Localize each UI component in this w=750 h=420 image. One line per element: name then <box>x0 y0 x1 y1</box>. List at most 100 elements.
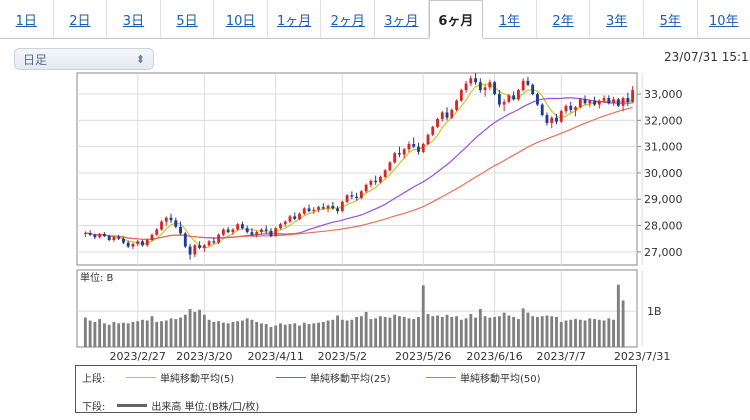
candle-body-14 <box>150 234 154 241</box>
candle-16 <box>160 220 163 231</box>
candle-body-5 <box>107 236 111 241</box>
volume-bar-92 <box>521 308 525 347</box>
volume-bar-14 <box>150 316 154 347</box>
candle-body-12 <box>141 241 144 246</box>
candle-109 <box>602 95 606 104</box>
candle-91 <box>516 88 520 101</box>
candle-24 <box>198 241 202 250</box>
candle-65 <box>393 151 397 164</box>
candle-body-21 <box>183 233 187 247</box>
interval-select-value: 日足 <box>23 52 48 67</box>
volume-bar-80 <box>464 318 468 347</box>
volume-bar-23 <box>193 311 197 347</box>
tab-4[interactable]: 10日 <box>214 0 268 38</box>
volume-bar-87 <box>497 316 501 347</box>
volume-bar-57 <box>355 316 359 347</box>
candle-body-53 <box>336 208 340 212</box>
candle-body-77 <box>450 109 454 118</box>
volume-bar-21 <box>183 314 187 347</box>
candle-body-84 <box>483 87 487 91</box>
candle-114 <box>626 92 630 106</box>
volume-bar-44 <box>293 323 297 347</box>
volume-bar-40 <box>274 325 278 347</box>
candle-39 <box>269 228 273 238</box>
x-tick-label-5: 2023/6/16 <box>466 350 522 363</box>
volume-bar-66 <box>398 316 401 347</box>
candle-body-86 <box>493 82 497 95</box>
volume-bar-73 <box>431 316 435 347</box>
y-tick-label-5: 32,000 <box>644 114 683 127</box>
chart-legend: 上段: 単純移動平均(5) 単純移動平均(25) 単純移動平均(50) 下段: 出来… <box>75 365 637 413</box>
volume-bar-106 <box>588 318 592 347</box>
volume-bar-61 <box>374 318 378 347</box>
tab-7[interactable]: 3ヶ月 <box>375 0 429 38</box>
volume-bar-99 <box>555 316 558 347</box>
candle-101 <box>564 104 568 114</box>
volume-bar-65 <box>393 314 397 347</box>
candle-76 <box>445 107 449 121</box>
candle-84 <box>483 84 487 97</box>
volume-bar-56 <box>350 319 354 347</box>
interval-select[interactable]: 日足 ⬍ <box>14 48 154 70</box>
candle-body-60 <box>369 180 373 185</box>
tab-5[interactable]: 1ヶ月 <box>268 0 322 38</box>
volume-bar-26 <box>207 319 211 347</box>
candle-body-4 <box>102 233 106 237</box>
volume-bar-86 <box>493 316 497 347</box>
candle-body-47 <box>307 208 311 212</box>
candle-body-57 <box>355 196 359 198</box>
volume-bar-102 <box>569 319 573 347</box>
candle-63 <box>383 169 387 179</box>
tab-3[interactable]: 5日 <box>161 0 215 38</box>
legend-upper-row: 上段: <box>82 370 105 385</box>
candle-58 <box>359 190 363 200</box>
legend-ma-swatch-25 <box>276 377 306 378</box>
volume-bar-42 <box>283 324 287 347</box>
period-tabs: 1日 2日 3日 5日 10日 1ヶ月 2ヶ月 3ヶ月 6ヶ月 1年 2年 3年 5年 10年 <box>0 0 750 39</box>
candle-36 <box>255 230 259 238</box>
candle-body-95 <box>536 94 539 105</box>
candle-body-64 <box>388 162 392 171</box>
volume-bar-85 <box>488 317 492 347</box>
tab-6[interactable]: 2ヶ月 <box>321 0 376 38</box>
x-tick-label-3: 2023/5/2 <box>318 350 367 363</box>
candle-body-109 <box>602 97 606 101</box>
candle-111 <box>612 96 616 106</box>
volume-bar-105 <box>583 320 587 347</box>
tab-0[interactable]: 1日 <box>0 0 54 38</box>
candle-98 <box>550 116 554 129</box>
candle-26 <box>207 240 211 247</box>
tab-13[interactable]: 10年 <box>709 13 739 29</box>
y-tick-label-3: 30,000 <box>644 167 683 180</box>
tab-9[interactable]: 1年 <box>483 0 537 38</box>
candle-body-9 <box>126 242 130 247</box>
candle-body-39 <box>269 230 273 237</box>
candle-body-96 <box>540 104 544 116</box>
candle-body-78 <box>455 100 458 110</box>
volume-bar-108 <box>597 319 601 347</box>
candle-8 <box>122 237 125 244</box>
volume-bar-109 <box>602 320 606 347</box>
candle-body-16 <box>160 221 163 230</box>
candle-51 <box>326 204 330 213</box>
candle-body-90 <box>512 95 516 100</box>
candle-2 <box>93 233 97 240</box>
candle-27 <box>212 237 216 244</box>
tab-10[interactable]: 2年 <box>537 0 591 38</box>
volume-bar-93 <box>526 312 530 347</box>
tab-1[interactable]: 2日 <box>54 0 108 38</box>
candle-59 <box>364 183 368 193</box>
tab-12[interactable]: 5年 <box>644 0 698 38</box>
tab-11[interactable]: 3年 <box>590 0 644 38</box>
candle-body-52 <box>331 205 335 209</box>
candle-body-66 <box>398 153 401 155</box>
candle-body-85 <box>488 82 492 88</box>
tab-2[interactable]: 3日 <box>107 0 161 38</box>
candle-body-32 <box>236 224 240 230</box>
legend-ma-label-50: 単純移動平均(50) <box>460 374 541 385</box>
candle-73 <box>431 125 435 137</box>
volume-bar-76 <box>445 314 449 347</box>
candle-38 <box>264 225 268 234</box>
candle-body-89 <box>507 95 511 102</box>
tab-8[interactable]: 6ヶ月 <box>428 0 484 39</box>
